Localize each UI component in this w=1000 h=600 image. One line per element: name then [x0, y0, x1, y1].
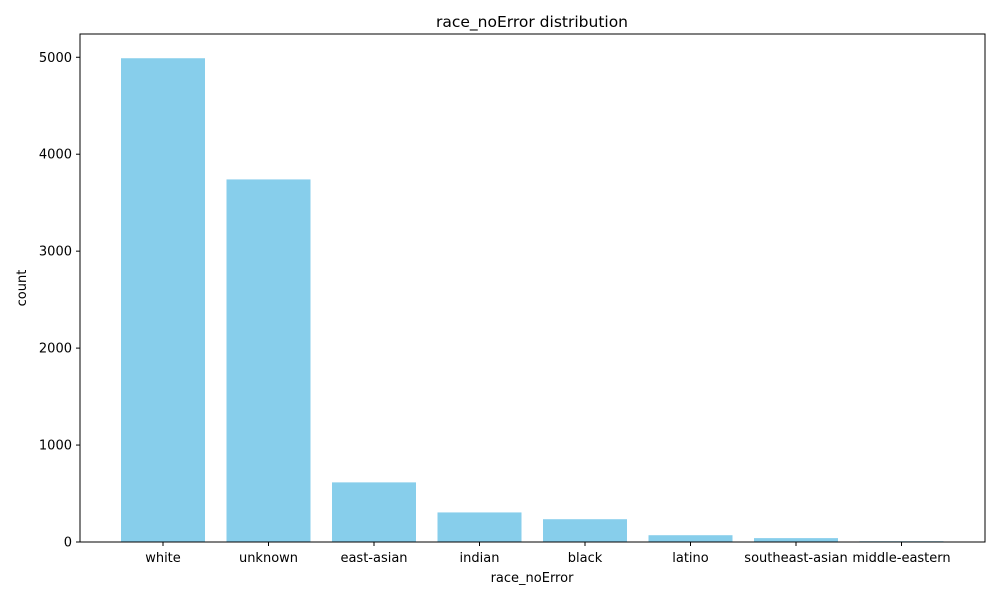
bars-group [121, 58, 944, 543]
bar-white [121, 58, 205, 543]
x-tick-label: middle-eastern [852, 551, 950, 566]
y-tick-label: 3000 [39, 245, 72, 260]
bar-unknown [226, 179, 311, 542]
y-axis-label: count [15, 270, 30, 307]
x-axis-label: race_noError [491, 571, 574, 586]
x-tick-label: white [145, 551, 181, 566]
y-axis-ticks: 0 1000 2000 3000 4000 5000 [39, 51, 80, 551]
y-tick-label: 1000 [39, 439, 72, 454]
x-tick-label: unknown [239, 551, 298, 566]
plot-frame [79, 33, 986, 543]
bar-east-asian [332, 482, 416, 542]
y-tick-label: 5000 [39, 51, 72, 66]
x-tick-label: black [568, 551, 603, 566]
bar-black [543, 519, 627, 542]
y-tick-label: 0 [64, 536, 72, 551]
x-tick-label: east-asian [340, 551, 407, 566]
x-tick-label: southeast-asian [744, 551, 847, 566]
x-axis-ticks: white unknown east-asian indian black latino s… [145, 542, 951, 566]
x-tick-label: indian [460, 551, 500, 566]
y-tick-label: 2000 [39, 342, 72, 357]
bar-indian [437, 512, 522, 542]
bar-southeast-asian [754, 538, 838, 542]
x-tick-label: latino [672, 551, 709, 566]
y-tick-label: 4000 [39, 148, 72, 163]
bar-latino [648, 535, 733, 542]
chart-title: race_noError distribution [436, 13, 628, 32]
